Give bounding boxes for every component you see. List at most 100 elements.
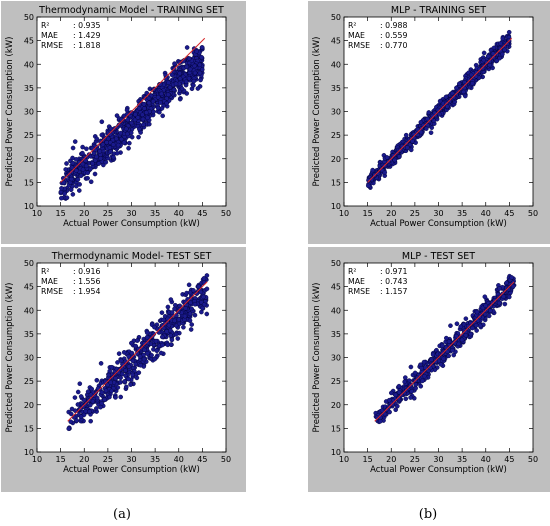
data-point — [497, 55, 502, 61]
data-point — [94, 395, 100, 401]
data-point — [425, 116, 430, 122]
data-point — [114, 151, 120, 156]
data-point — [83, 158, 88, 164]
y-tick-label: 35 — [331, 84, 341, 93]
data-point — [70, 155, 75, 161]
data-point — [102, 397, 107, 402]
data-point — [98, 156, 104, 161]
data-point — [94, 406, 99, 411]
data-point — [94, 377, 100, 383]
data-point — [169, 72, 175, 78]
stat-value: : 1.429 — [73, 31, 100, 40]
data-point — [175, 336, 181, 341]
data-point — [446, 339, 452, 344]
x-tick-label: 30 — [126, 455, 136, 464]
data-point — [366, 178, 371, 183]
data-point — [143, 110, 149, 115]
data-point — [470, 81, 475, 86]
chart-title: MLP - TEST SET — [402, 251, 475, 262]
data-point — [429, 357, 434, 363]
data-point — [77, 182, 82, 187]
data-point — [90, 161, 95, 166]
data-point — [88, 392, 94, 398]
data-point — [136, 370, 142, 375]
data-point — [192, 70, 198, 76]
data-point — [106, 372, 112, 378]
data-point — [390, 153, 396, 158]
data-point — [470, 325, 475, 331]
chart-mlp-test: MLP - TEST SET 10 15 20 25 30 35 40 45 50 10 15 20 25… — [312, 251, 538, 475]
data-point — [187, 290, 193, 295]
data-point — [485, 53, 491, 59]
data-point — [450, 347, 455, 353]
data-point — [183, 79, 189, 85]
data-point — [83, 408, 88, 414]
x-tick-label: 20 — [79, 455, 89, 464]
data-point — [155, 94, 161, 100]
panel-thermo-test: Thermodynamic Model- TEST SET 10 15 20 25 30 3… — [1, 247, 246, 492]
data-point — [480, 65, 486, 71]
data-point — [502, 301, 508, 307]
data-point — [382, 411, 388, 417]
data-point — [463, 316, 469, 321]
data-point — [144, 90, 150, 96]
x-tick-label: 20 — [386, 209, 396, 218]
chart-title: MLP - TRAINING SET — [391, 5, 486, 16]
data-point — [75, 389, 81, 395]
data-point — [403, 396, 409, 402]
data-point — [192, 63, 197, 69]
data-point — [90, 398, 96, 404]
data-point — [122, 379, 127, 384]
stat-label: RMSE — [348, 287, 370, 296]
data-point — [126, 354, 131, 359]
data-point — [189, 306, 194, 312]
x-axis-label: Actual Power Consumption (kW) — [370, 219, 507, 229]
data-point — [408, 147, 414, 153]
data-point — [197, 70, 203, 76]
data-point — [85, 175, 90, 181]
data-point — [78, 414, 84, 419]
stat-label: R² — [348, 21, 357, 30]
data-point — [94, 136, 100, 142]
data-point — [61, 180, 66, 185]
data-point — [70, 192, 76, 197]
data-point — [396, 395, 402, 401]
data-point — [142, 347, 147, 353]
data-point — [177, 71, 183, 76]
data-point — [204, 273, 210, 278]
y-tick-label: 45 — [24, 37, 34, 46]
data-point — [155, 105, 161, 111]
y-tick-label: 35 — [24, 330, 34, 339]
data-point — [80, 161, 86, 167]
data-point — [124, 126, 129, 132]
data-point — [80, 167, 86, 172]
stat-value: : 0.971 — [380, 267, 407, 276]
data-point — [377, 418, 383, 424]
x-axis-label: Actual Power Consumption (kW) — [370, 465, 507, 475]
stat-value: : 0.916 — [73, 267, 100, 276]
y-tick-label: 35 — [331, 330, 341, 339]
data-point — [154, 348, 160, 354]
data-point — [99, 119, 105, 125]
data-point — [70, 160, 76, 166]
data-point — [126, 364, 132, 369]
data-point — [80, 144, 85, 150]
y-axis-label: Predicted Power Consumption (kW) — [5, 37, 15, 187]
data-point — [456, 341, 461, 347]
data-point — [459, 337, 465, 343]
y-tick-label: 25 — [24, 131, 34, 140]
data-point — [172, 61, 177, 66]
data-point — [403, 132, 409, 138]
y-tick-label: 15 — [24, 424, 34, 433]
reference-line — [367, 37, 513, 183]
data-point — [121, 140, 127, 145]
data-point — [422, 373, 427, 379]
data-point — [126, 145, 131, 151]
y-tick-label: 15 — [24, 178, 34, 187]
data-point — [134, 375, 140, 381]
x-tick-label: 25 — [410, 455, 420, 464]
reference-line — [67, 281, 208, 422]
data-point — [393, 392, 398, 398]
data-point — [118, 394, 124, 400]
data-point — [430, 113, 436, 119]
